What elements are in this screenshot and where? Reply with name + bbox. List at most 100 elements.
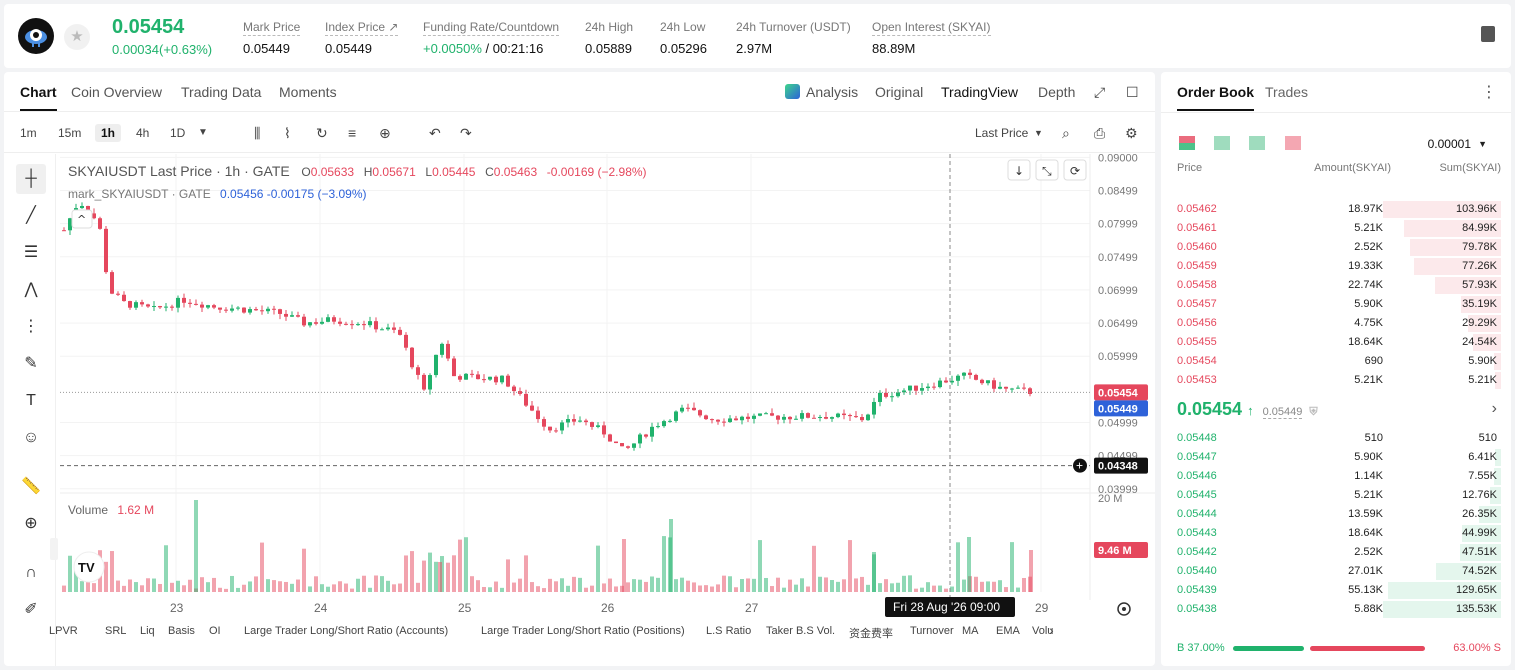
timeframe-dropdown-icon[interactable]: ▼	[198, 127, 208, 138]
stat-index-price[interactable]: Index Price ↗ 0.05449	[325, 20, 399, 56]
volume-bar	[590, 585, 594, 592]
trendline-tool-icon[interactable]: ╱	[26, 207, 36, 224]
tab-coin-overview[interactable]: Coin Overview	[71, 84, 163, 100]
more-options-icon[interactable]: ⋮	[1481, 84, 1497, 101]
maximize-icon[interactable]: ☐	[1126, 84, 1139, 100]
view-both-icon[interactable]	[1179, 136, 1195, 150]
price-change: 0.00034(+0.63%)	[112, 42, 213, 57]
tab-analysis[interactable]: Analysis	[806, 84, 859, 100]
price-type-dropdown-icon[interactable]: ▼	[1034, 128, 1043, 138]
ask-row[interactable]: 0.05457 5.90K 35.19K	[1161, 295, 1511, 314]
indicator-toggle[interactable]: Large Trader Long/Short Ratio (Accounts)	[244, 625, 449, 637]
tab-tradingview[interactable]: TradingView	[941, 84, 1019, 100]
search-icon[interactable]: ⌕	[1062, 125, 1070, 141]
tab-depth[interactable]: Depth	[1038, 84, 1076, 100]
indicator-toggle[interactable]: OI	[209, 625, 221, 637]
volume-bar	[224, 588, 228, 592]
price-type-select[interactable]: Last Price	[975, 126, 1029, 140]
ask-row[interactable]: 0.05458 22.74K 57.93K	[1161, 276, 1511, 295]
candle-type-icon[interactable]: ⫼	[254, 125, 261, 141]
indicator-toggle[interactable]: EMA	[996, 625, 1020, 637]
indicator-toggle[interactable]: L.S Ratio	[706, 625, 752, 637]
tab-trades[interactable]: Trades	[1265, 84, 1309, 100]
ask-row[interactable]: 0.05460 2.52K 79.78K	[1161, 238, 1511, 257]
ask-row[interactable]: 0.05462 18.97K 103.96K	[1161, 200, 1511, 219]
tab-moments[interactable]: Moments	[279, 84, 337, 100]
ask-row[interactable]: 0.05455 18.64K 24.54K	[1161, 333, 1511, 352]
add-indicator-icon[interactable]: ⊕	[379, 125, 391, 141]
mark-price-tag-bg	[1094, 400, 1148, 417]
candle	[128, 301, 132, 308]
pattern-tool-icon[interactable]: ⋀	[24, 281, 38, 298]
timeframe-15m[interactable]: 15m	[58, 126, 82, 140]
indicator-toggle[interactable]: LPVR	[49, 625, 78, 637]
ask-row[interactable]: 0.05454 690 5.90K	[1161, 352, 1511, 371]
candle	[980, 379, 984, 384]
tradingview-logo-bg	[73, 551, 105, 583]
ask-row[interactable]: 0.05456 4.75K 29.29K	[1161, 314, 1511, 333]
precision-dropdown-icon[interactable]: ▼	[1478, 139, 1487, 149]
ruler-tool-icon[interactable]: 📏	[21, 478, 41, 495]
bid-row[interactable]: 0.05443 18.64K 44.99K	[1161, 524, 1511, 543]
horizontal-lines-tool-icon[interactable]: ☰	[23, 244, 39, 261]
undo-icon[interactable]: ↶	[429, 125, 441, 141]
bid-row[interactable]: 0.05448 510 510	[1161, 429, 1511, 448]
bid-row[interactable]: 0.05440 27.01K 74.52K	[1161, 562, 1511, 581]
timeframe-1m[interactable]: 1m	[20, 126, 37, 140]
view-buys-icon[interactable]	[1214, 136, 1230, 150]
favorite-star-icon[interactable]: ★	[64, 24, 90, 50]
settings-gear-icon[interactable]: ⚙	[1125, 125, 1138, 141]
bid-row[interactable]: 0.05442 2.52K 47.51K	[1161, 543, 1511, 562]
order-amount: 18.97K	[1348, 203, 1383, 215]
tab-trading-data[interactable]: Trading Data	[181, 84, 262, 100]
camera-icon[interactable]: ⎙	[1094, 125, 1106, 141]
expand-icon[interactable]: ⤢	[1094, 84, 1106, 100]
bid-row[interactable]: 0.05439 55.13K 129.65K	[1161, 581, 1511, 600]
candlestick-chart[interactable]: 0.09000 0.08499 0.07999 0.07499 0.06999 0.064…	[4, 72, 1155, 618]
indicator-toggle[interactable]: MA	[962, 625, 979, 637]
redo-icon[interactable]: ↷	[460, 125, 472, 141]
refresh-icon[interactable]: ↻	[316, 125, 328, 141]
indicator-toggle[interactable]: Liq	[140, 625, 155, 637]
bid-row[interactable]: 0.05444 13.59K 26.35K	[1161, 505, 1511, 524]
indicator-toggle[interactable]: Volu	[1032, 625, 1054, 637]
timeframe-4h[interactable]: 4h	[136, 126, 150, 140]
indicator-toggle[interactable]: SRL	[105, 625, 127, 637]
ask-row[interactable]: 0.05453 5.21K 5.21K	[1161, 371, 1511, 390]
text-tool-icon[interactable]: T	[26, 392, 36, 409]
bid-row[interactable]: 0.05445 5.21K 12.76K	[1161, 486, 1511, 505]
tab-original[interactable]: Original	[875, 84, 924, 100]
timeframe-1d[interactable]: 1D	[170, 126, 186, 140]
indicator-scroll-right-icon[interactable]: ›	[1049, 622, 1054, 638]
bid-row[interactable]: 0.05446 1.14K 7.55K	[1161, 467, 1511, 486]
document-icon[interactable]	[1481, 26, 1495, 42]
bid-row[interactable]: 0.05438 5.88K 135.53K	[1161, 600, 1511, 619]
emoji-tool-icon[interactable]: ☺	[22, 429, 40, 446]
header-sum: Sum(SKYAI)	[1439, 162, 1501, 174]
fib-tool-icon[interactable]: ⋮	[23, 318, 39, 335]
view-sells-icon[interactable]	[1249, 136, 1265, 150]
ask-row[interactable]: 0.05459 19.33K 77.26K	[1161, 257, 1511, 276]
volume-bar	[80, 581, 84, 592]
indicator-toggle[interactable]: Basis	[168, 625, 195, 637]
pencil-lock-tool-icon[interactable]: ✐	[24, 601, 38, 618]
indicator-toggle[interactable]: 资金费率	[849, 628, 893, 640]
bid-row[interactable]: 0.05447 5.90K 6.41K	[1161, 448, 1511, 467]
indicator-toggle[interactable]: Turnover	[910, 625, 954, 637]
indicators-icon[interactable]: ⌇	[284, 125, 291, 141]
magnet-tool-icon[interactable]: ∩	[25, 564, 37, 581]
tab-chart[interactable]: Chart	[20, 84, 57, 111]
crosshair-tool-icon[interactable]: ┼	[16, 164, 46, 194]
chevron-right-icon[interactable]: ›	[1491, 400, 1497, 417]
templates-icon[interactable]: ≡	[348, 125, 357, 141]
indicator-toggle[interactable]: Taker B.S Vol.	[766, 625, 836, 637]
timeframe-1h[interactable]: 1h	[95, 124, 122, 142]
brush-tool-icon[interactable]: ✎	[24, 355, 38, 372]
stat-24h-high: 24h High 0.05889	[585, 20, 634, 56]
precision-select[interactable]: 0.00001	[1427, 137, 1471, 151]
zoom-tool-icon[interactable]: ⊕	[24, 515, 38, 532]
view-asks-icon[interactable]	[1285, 136, 1301, 150]
ask-row[interactable]: 0.05461 5.21K 84.99K	[1161, 219, 1511, 238]
tab-order-book[interactable]: Order Book	[1177, 84, 1255, 111]
indicator-toggle[interactable]: Large Trader Long/Short Ratio (Positions…	[481, 625, 685, 637]
